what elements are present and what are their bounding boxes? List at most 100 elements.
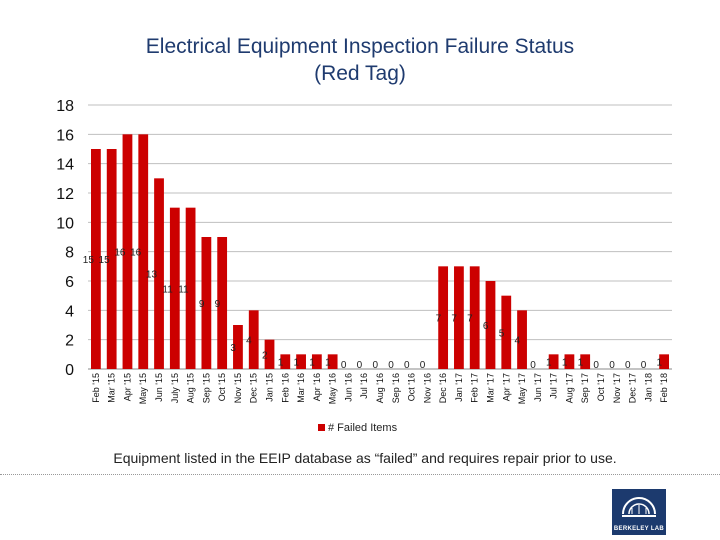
x-tick-label: Feb '17	[470, 373, 480, 403]
bar	[564, 354, 575, 369]
x-tick-label: Jul '16	[359, 373, 369, 399]
bar	[169, 207, 180, 369]
x-tick-label: Apr '16	[312, 373, 322, 401]
data-label: 1	[578, 358, 584, 369]
data-label: 15	[83, 255, 95, 266]
x-tick-label: Nov '16	[422, 373, 432, 403]
bar	[311, 354, 322, 369]
x-tick-label: Oct '17	[596, 373, 606, 401]
divider	[0, 474, 720, 475]
x-tick-label: Jul '17	[549, 373, 559, 399]
y-tick-label: 10	[56, 215, 74, 232]
data-label: 16	[130, 248, 142, 259]
y-axis-ticks: 0 2 4 6 8 10 12 14 16 18	[56, 98, 74, 379]
data-label: 1	[278, 358, 284, 369]
y-tick-label: 0	[65, 362, 74, 379]
x-axis-ticks: Feb '15 Mar '15 Apr '15 May '15 Jun '15 July …	[91, 373, 669, 404]
bar	[438, 266, 449, 369]
x-tick-label: Nov '15	[233, 373, 243, 403]
data-label: 0	[404, 360, 410, 371]
x-tick-label: Jan '18	[643, 373, 653, 402]
x-tick-label: Nov '17	[612, 373, 622, 403]
data-label: 0	[593, 360, 599, 371]
data-label: 7	[467, 314, 473, 325]
data-label: 1	[325, 358, 331, 369]
x-tick-label: Aug '17	[564, 373, 574, 403]
x-tick-label: Apr '17	[501, 373, 511, 401]
data-label: 0	[420, 360, 426, 371]
data-label: 4	[246, 336, 252, 347]
x-tick-label: Jan '17	[454, 373, 464, 402]
x-tick-label: Jan '15	[265, 373, 275, 402]
x-tick-label: Feb '16	[280, 373, 290, 403]
bar	[280, 354, 291, 369]
y-tick-label: 18	[56, 98, 74, 115]
bar	[485, 281, 496, 369]
bar	[501, 295, 512, 369]
x-tick-label: Sep '16	[391, 373, 401, 403]
x-tick-label: Jun '17	[533, 373, 543, 402]
x-tick-label: Oct '15	[217, 373, 227, 401]
data-label: 9	[199, 299, 205, 310]
data-label: 9	[215, 299, 221, 310]
x-tick-label: Oct '16	[407, 373, 417, 401]
bar	[548, 354, 559, 369]
data-label: 15	[99, 255, 111, 266]
berkeley-lab-logo: BERKELEY LAB	[612, 489, 666, 535]
x-tick-label: Mar '17	[485, 373, 495, 403]
data-label: 0	[372, 360, 378, 371]
data-label: 0	[388, 360, 394, 371]
bar	[454, 266, 464, 369]
data-label: 3	[230, 343, 236, 354]
x-tick-label: Aug '16	[375, 373, 385, 403]
data-label: 16	[114, 248, 126, 259]
x-tick-label: Jun '15	[154, 373, 164, 402]
bar	[233, 325, 243, 369]
footer-note: Equipment listed in the EEIP database as…	[113, 450, 617, 466]
data-label: 7	[451, 314, 457, 325]
data-label: 2	[262, 350, 268, 361]
bar	[138, 134, 149, 369]
data-label: 0	[530, 360, 536, 371]
gridlines	[88, 104, 672, 370]
legend: # Failed Items	[318, 422, 398, 434]
x-tick-label: Aug '15	[186, 373, 196, 403]
x-tick-label: Dec '15	[249, 373, 259, 403]
x-tick-label: Mar '16	[296, 373, 306, 403]
x-tick-label: Sep '15	[201, 373, 211, 403]
x-tick-label: Feb '18	[659, 373, 669, 403]
data-label: 7	[436, 314, 442, 325]
logo-text: BERKELEY LAB	[613, 526, 665, 532]
data-label: 11	[178, 284, 189, 295]
bar	[106, 149, 117, 369]
chart-title-line-1: Electrical Equipment Inspection Failure …	[145, 35, 575, 58]
data-label: 4	[514, 336, 520, 347]
chart-title-line-2: (Red Tag)	[314, 62, 406, 85]
y-tick-label: 2	[65, 333, 74, 350]
legend-swatch	[318, 424, 325, 431]
bar	[248, 310, 259, 369]
data-label: 1	[562, 358, 568, 369]
bar	[154, 178, 164, 369]
x-tick-label: May '16	[328, 373, 338, 404]
y-tick-label: 14	[56, 157, 74, 174]
data-label: 5	[499, 328, 505, 339]
data-label: 0	[641, 360, 647, 371]
bar	[296, 354, 306, 369]
y-tick-label: 6	[65, 274, 74, 291]
data-label: 1	[309, 358, 315, 369]
lab-building-icon	[622, 497, 656, 517]
bar	[469, 266, 480, 369]
x-tick-label: May '15	[138, 373, 148, 404]
x-tick-label: Dec '17	[628, 373, 638, 403]
x-tick-label: Jun '16	[343, 373, 353, 402]
data-label: 0	[341, 360, 347, 371]
y-tick-label: 4	[65, 303, 74, 320]
x-tick-label: Apr '15	[122, 373, 132, 401]
data-label: 6	[483, 321, 489, 332]
x-tick-label: Dec '16	[438, 373, 448, 403]
y-tick-label: 8	[65, 245, 74, 262]
data-label: 0	[625, 360, 631, 371]
